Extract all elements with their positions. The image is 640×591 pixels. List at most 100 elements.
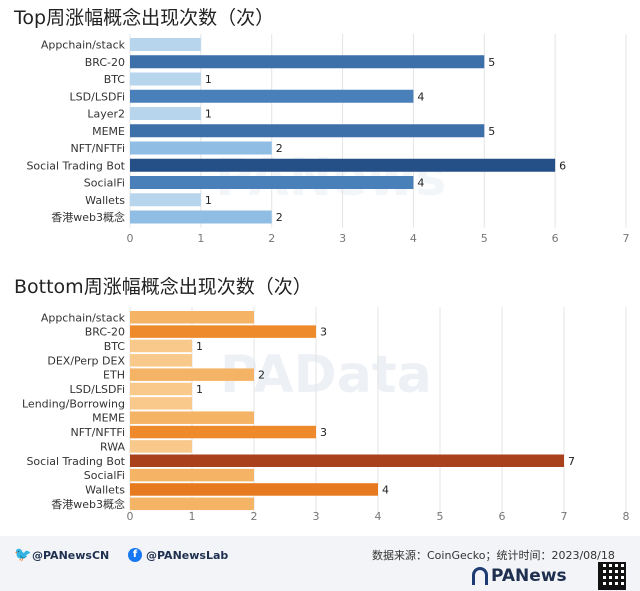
bar	[130, 411, 254, 424]
footer-bar: 🐦 @PANewsCN f @PANewsLab 数据来源：CoinGecko；…	[0, 536, 640, 591]
data-label: 1	[196, 383, 203, 396]
data-source-note: 数据来源：CoinGecko；统计时间：2023/08/18	[372, 549, 615, 562]
bar	[130, 397, 192, 410]
data-label: 7	[568, 455, 575, 468]
category-label: LSD/LSDFi	[70, 383, 125, 396]
bar	[130, 311, 254, 324]
category-label: 香港web3概念	[51, 497, 125, 511]
x-tick-label: 2	[268, 232, 275, 245]
facebook-text: @PANewsLab	[146, 548, 229, 562]
bottom-bar-chart: 0 1 2 3 4 5 6 7 8 Appchain/stack BRC-20 3 BTC 1 DEX/Pe…	[22, 307, 630, 523]
x-tick-label: 3	[313, 510, 320, 523]
x-tick-label: 5	[481, 232, 488, 245]
twitter-text: @PANewsCN	[32, 548, 110, 562]
category-label: Appchain/stack	[41, 39, 126, 52]
category-label: NFT/NFTFi	[71, 142, 125, 155]
bar	[130, 89, 414, 103]
category-label: SocialFi	[84, 177, 125, 190]
data-label: 1	[205, 108, 212, 121]
bar	[130, 124, 485, 138]
top-bar-chart: 0 1 2 3 4 5 6 7 Appchain/stack BRC-20 5 BTC 1 LSD/LSD…	[26, 34, 630, 245]
category-label: BRC-20	[85, 56, 125, 69]
category-label: Wallets	[85, 194, 125, 207]
bar	[130, 454, 564, 467]
data-label: 4	[417, 177, 424, 190]
category-label: Lending/Borrowing	[22, 397, 125, 410]
bar	[130, 176, 414, 189]
category-label: MEME	[92, 125, 125, 138]
bar	[130, 158, 556, 172]
category-label: LSD/LSDFi	[70, 90, 125, 103]
chart-title-top: Top周涨幅概念出现次数（次）	[13, 6, 274, 29]
data-label: 2	[276, 142, 283, 155]
category-label: MEME	[92, 412, 125, 425]
bar	[130, 72, 201, 86]
brand-text: PANews	[491, 566, 567, 586]
category-label: RWA	[100, 440, 125, 453]
bar	[130, 107, 201, 120]
bar	[130, 468, 254, 482]
chart-title-bottom: Bottom周涨幅概念出现次数（次）	[14, 275, 312, 298]
x-tick-label: 8	[623, 510, 630, 523]
x-tick-label: 4	[375, 510, 382, 523]
category-label: 香港web3概念	[51, 210, 125, 224]
facebook-handle[interactable]: f @PANewsLab	[128, 548, 228, 562]
bar	[130, 483, 378, 496]
panews-logo-icon	[472, 567, 488, 585]
data-label: 3	[320, 326, 327, 339]
bar	[130, 55, 485, 69]
category-label: Social Trading Bot	[26, 159, 125, 172]
bar	[130, 141, 272, 155]
data-label: 1	[205, 194, 212, 207]
x-tick-label: 6	[552, 232, 559, 245]
data-label: 1	[196, 340, 203, 353]
twitter-icon: 🐦	[14, 547, 32, 563]
x-tick-label: 3	[339, 232, 346, 245]
data-label: 3	[320, 426, 327, 439]
x-tick-label: 4	[410, 232, 417, 245]
data-label: 2	[276, 211, 283, 224]
bar	[130, 325, 316, 338]
data-label: 1	[205, 73, 212, 86]
bar	[130, 38, 201, 51]
facebook-icon: f	[128, 548, 142, 562]
bar	[130, 425, 316, 439]
category-label: BTC	[104, 340, 126, 353]
bar	[130, 193, 201, 207]
bar	[130, 354, 192, 367]
x-tick-label: 1	[189, 510, 196, 523]
data-label: 4	[382, 483, 389, 496]
category-label: BTC	[104, 73, 126, 86]
bar	[130, 497, 254, 511]
bar	[130, 440, 192, 453]
category-label: ETH	[103, 369, 125, 382]
bar	[130, 210, 272, 224]
brand-logo: PANews	[472, 566, 567, 586]
category-label: NFT/NFTFi	[71, 426, 125, 439]
category-label: SocialFi	[84, 469, 125, 482]
x-tick-label: 6	[499, 510, 506, 523]
charts-canvas: PANews PAData Top周涨幅概念出现次数（次） 01234567Ap…	[13, 6, 630, 523]
data-label: 5	[488, 125, 495, 138]
category-label: Wallets	[85, 483, 125, 496]
x-tick-label: 7	[623, 232, 630, 245]
category-label: Social Trading Bot	[26, 455, 125, 468]
x-tick-label: 5	[437, 510, 444, 523]
bar	[130, 339, 192, 353]
category-label: BRC-20	[85, 326, 125, 339]
data-label: 6	[559, 159, 566, 172]
bar	[130, 368, 254, 381]
data-label: 2	[258, 369, 265, 382]
twitter-handle[interactable]: 🐦 @PANewsCN	[14, 548, 109, 562]
qr-code-icon	[598, 562, 626, 590]
x-tick-label: 1	[197, 232, 204, 245]
data-label: 4	[417, 90, 424, 103]
category-label: Appchain/stack	[41, 311, 126, 324]
bar	[130, 382, 192, 396]
category-label: Layer2	[87, 108, 125, 121]
data-label: 5	[488, 56, 495, 69]
x-tick-label: 0	[127, 510, 134, 523]
category-label: DEX/Perp DEX	[47, 354, 125, 367]
x-tick-label: 7	[561, 510, 568, 523]
x-tick-label: 2	[251, 510, 258, 523]
